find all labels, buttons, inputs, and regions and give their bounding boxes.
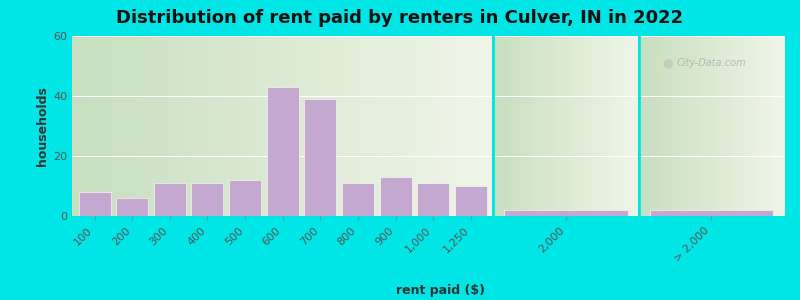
- Bar: [266, 87, 298, 216]
- Text: rent paid ($): rent paid ($): [395, 284, 485, 297]
- Bar: [191, 183, 223, 216]
- Bar: [154, 183, 186, 216]
- Text: ●: ●: [662, 56, 673, 70]
- Bar: [379, 177, 411, 216]
- Bar: [229, 180, 261, 216]
- Bar: [650, 210, 773, 216]
- Bar: [342, 183, 374, 216]
- Bar: [304, 99, 336, 216]
- Bar: [417, 183, 449, 216]
- Bar: [78, 192, 110, 216]
- Bar: [455, 186, 487, 216]
- Bar: [504, 210, 628, 216]
- Bar: [116, 198, 148, 216]
- Text: City-Data.com: City-Data.com: [677, 58, 746, 68]
- Text: Distribution of rent paid by renters in Culver, IN in 2022: Distribution of rent paid by renters in …: [117, 9, 683, 27]
- Y-axis label: households: households: [36, 86, 49, 166]
